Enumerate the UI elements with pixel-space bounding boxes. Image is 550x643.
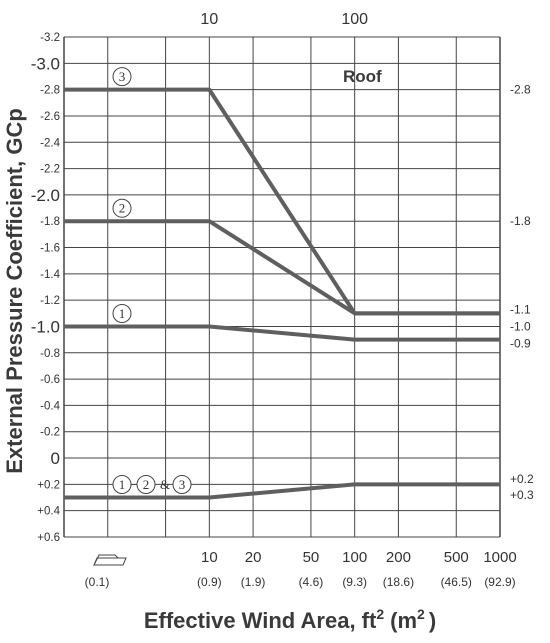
- x-tick-metric-label: (1.9): [241, 575, 266, 589]
- zone-marker-circle: [112, 67, 132, 87]
- y-tick-label: -0.6: [40, 374, 60, 386]
- x-axis-title-sup1: 2: [376, 606, 384, 622]
- series-line-zone-3: [64, 87, 500, 316]
- x-axis-title-main: Effective Wind Area, ft: [144, 608, 377, 633]
- series-line-zone-1: [64, 324, 500, 342]
- x-axis-title-sup2: 2: [417, 606, 425, 622]
- series-line-zone-1-2-3: [64, 482, 500, 500]
- y-tick-label: -3.0: [31, 54, 60, 73]
- zone-marker-number: 1: [119, 306, 126, 321]
- y-axis-title: External Pressure Coefficient, GCp: [2, 108, 27, 474]
- right-value-label: -0.9: [510, 337, 531, 351]
- right-value-label: -1.0: [510, 319, 531, 333]
- right-value-label: +0.2: [510, 472, 534, 486]
- y-tick-label: -0.4: [40, 400, 60, 412]
- x-tick-metric-label: (0.9): [197, 575, 222, 589]
- x-axis-title: Effective Wind Area, ft2 (m2): [144, 606, 436, 633]
- x-tick-label: 1000: [483, 549, 516, 566]
- zone-marker-number: 1: [119, 477, 126, 492]
- x-axis-title-close: ): [429, 608, 436, 633]
- right-value-label: -1.1: [510, 302, 531, 316]
- zone-marker-circle: [136, 475, 156, 495]
- x-tick-label: 20: [245, 549, 262, 566]
- x-origin-metric-label: (0.1): [85, 575, 110, 589]
- zone-marker-joiner: &: [160, 477, 170, 492]
- x-tick-label: 500: [444, 549, 469, 566]
- y-tick-label: -1.2: [40, 295, 60, 307]
- y-tick-label: +0.6: [37, 532, 60, 544]
- y-tick-label: -3.2: [40, 32, 60, 44]
- x-tick-metric-label: (46.5): [441, 575, 472, 589]
- zone-marker-circle: [112, 303, 132, 323]
- right-value-label: -2.8: [510, 83, 531, 97]
- y-tick-label: -1.6: [40, 243, 60, 255]
- top-tick-label: 100: [341, 11, 368, 28]
- series-lines: [64, 87, 500, 500]
- y-tick-label: -2.4: [40, 137, 60, 149]
- x-tick-metric-label: (92.9): [484, 575, 515, 589]
- chart-title: Roof: [343, 67, 382, 86]
- x-tick-metric-label: (4.6): [299, 575, 324, 589]
- x-tick-metric-label: (9.3): [342, 575, 367, 589]
- top-tick-label: 10: [200, 11, 218, 28]
- y-tick-label: -1.4: [40, 269, 60, 281]
- zone-marker-circle: [172, 475, 192, 495]
- zone-marker-number: 3: [119, 69, 126, 84]
- right-value-label: -1.8: [510, 214, 531, 228]
- y-tick-label: -2.8: [40, 85, 60, 97]
- y-tick-label: -1.8: [40, 216, 60, 228]
- zone-marker-number: 2: [143, 477, 150, 492]
- zone-marker-circle: [112, 198, 132, 218]
- grid: [63, 36, 501, 538]
- x-tick-label: 10: [201, 549, 218, 566]
- zone-marker-number: 2: [119, 201, 126, 216]
- y-tick-label: +0.2: [37, 479, 60, 491]
- x-tick-label: 100: [342, 549, 367, 566]
- y-tick-label: 0: [51, 449, 60, 468]
- y-tick-label: +0.4: [37, 506, 60, 518]
- zone-marker-number: 3: [179, 477, 186, 492]
- x-tick-metric-label: (18.6): [383, 575, 414, 589]
- series-line-zone-2: [64, 219, 500, 316]
- x-tick-label: 50: [303, 549, 320, 566]
- x-tick-label: 200: [386, 549, 411, 566]
- y-tick-label: -0.2: [40, 427, 60, 439]
- y-tick-label: -2.0: [31, 186, 60, 205]
- x-axis-title-paren: (m: [390, 608, 417, 633]
- y-tick-label: -2.2: [40, 164, 60, 176]
- labels: -3.2 -3.0 -2.8 -2.6 -2.4 -2.2 -2.0 -1.8 -1.6 -1.4…: [31, 11, 534, 589]
- y-tick-label: -1.0: [31, 317, 60, 336]
- y-tick-label: -2.6: [40, 111, 60, 123]
- right-value-label: +0.3: [510, 488, 534, 502]
- folder-icon: [93, 554, 127, 566]
- y-tick-label: -0.8: [40, 348, 60, 360]
